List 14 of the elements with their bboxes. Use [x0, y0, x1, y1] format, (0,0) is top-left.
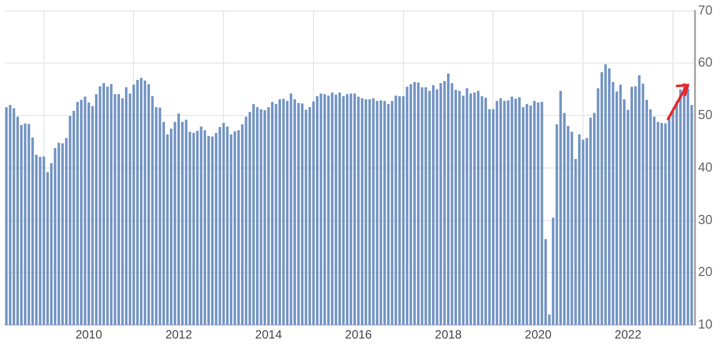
x-tick-label: 2016: [345, 328, 372, 342]
x-tick-label: 2018: [434, 328, 462, 342]
x-tick-label: 2012: [165, 328, 192, 342]
x-tick-label: 2020: [524, 328, 552, 342]
x-tick-label: 2022: [614, 328, 642, 342]
y-tick-label: 20: [698, 264, 712, 280]
x-tick-label: 2010: [75, 328, 102, 342]
y-tick-label: 30: [698, 212, 712, 227]
x-tick-label: 2014: [255, 328, 282, 342]
y-tick-label: 40: [698, 159, 712, 174]
y-tick-label: 10: [698, 316, 712, 332]
y-tick-label: 50: [698, 107, 712, 122]
y-tick-label: 70: [698, 2, 712, 18]
y-tick-label: 60: [698, 54, 712, 70]
